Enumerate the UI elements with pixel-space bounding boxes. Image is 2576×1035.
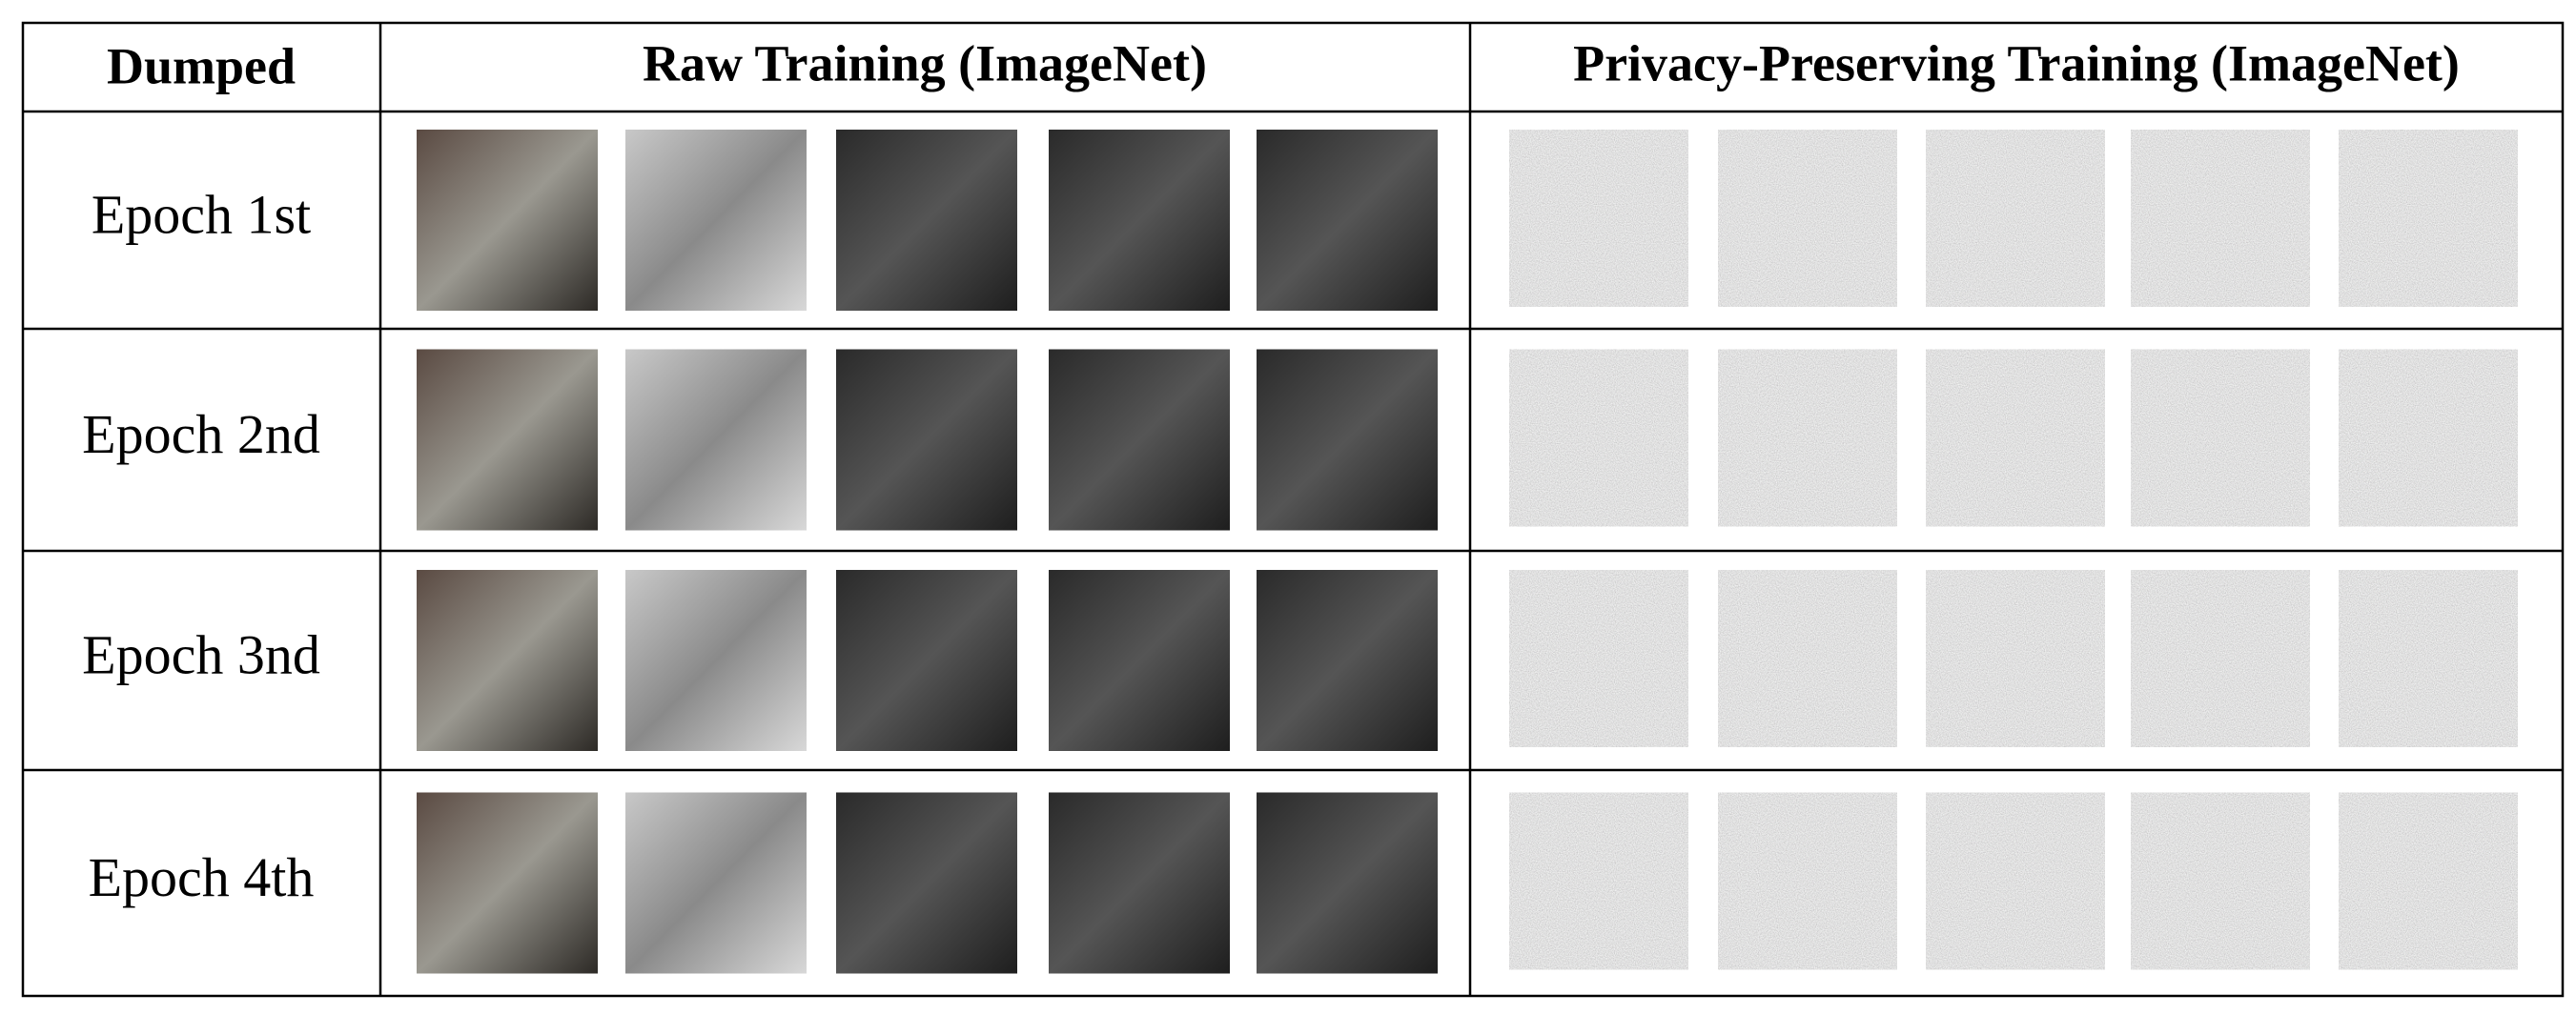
table-border [21, 21, 2565, 998]
row-label: Epoch 2nd [82, 403, 320, 465]
raw-feature-image [1049, 349, 1230, 531]
raw-feature-image [1257, 570, 1438, 751]
privacy-feature-image [2339, 792, 2518, 970]
raw-feature-image [1049, 792, 1230, 974]
privacy-feature-image [2339, 130, 2518, 307]
row-label: Epoch 4th [89, 846, 315, 908]
privacy-feature-image [2339, 570, 2518, 747]
raw-feature-image [417, 792, 598, 974]
row-label: Epoch 3nd [82, 623, 320, 685]
raw-feature-image [417, 570, 598, 751]
header-cell: Raw Training (ImageNet) [643, 34, 1207, 91]
privacy-feature-image [2131, 349, 2310, 527]
privacy-feature-image [1926, 570, 2105, 747]
raw-feature-image [1049, 130, 1230, 311]
raw-feature-image [1049, 570, 1230, 751]
header-cell: Privacy-Preserving Training (ImageNet) [1573, 34, 2460, 91]
raw-feature-image [417, 349, 598, 531]
raw-feature-image [625, 570, 807, 751]
privacy-feature-image [1718, 349, 1897, 527]
raw-feature-image [836, 130, 1017, 311]
raw-feature-image [1257, 349, 1438, 531]
privacy-feature-image [1926, 792, 2105, 970]
privacy-feature-image [2339, 349, 2518, 527]
raw-feature-image [1257, 130, 1438, 311]
row-label: Epoch 1st [92, 183, 311, 245]
raw-feature-image [625, 130, 807, 311]
privacy-feature-image [1718, 130, 1897, 307]
privacy-feature-image [1926, 349, 2105, 527]
raw-feature-image [625, 792, 807, 974]
privacy-feature-image [1718, 792, 1897, 970]
raw-feature-image [836, 570, 1017, 751]
privacy-feature-image [1718, 570, 1897, 747]
privacy-feature-image [1509, 792, 1688, 970]
privacy-feature-image [1509, 130, 1688, 307]
privacy-feature-image [1509, 349, 1688, 527]
raw-feature-image [625, 349, 807, 531]
raw-feature-image [836, 349, 1017, 531]
privacy-feature-image [2131, 570, 2310, 747]
privacy-feature-image [1926, 130, 2105, 307]
raw-feature-image [836, 792, 1017, 974]
raw-feature-image [417, 130, 598, 311]
raw-feature-image [1257, 792, 1438, 974]
privacy-feature-image [2131, 130, 2310, 307]
privacy-feature-image [1509, 570, 1688, 747]
header-cell: Dumped [107, 37, 296, 94]
privacy-feature-image [2131, 792, 2310, 970]
